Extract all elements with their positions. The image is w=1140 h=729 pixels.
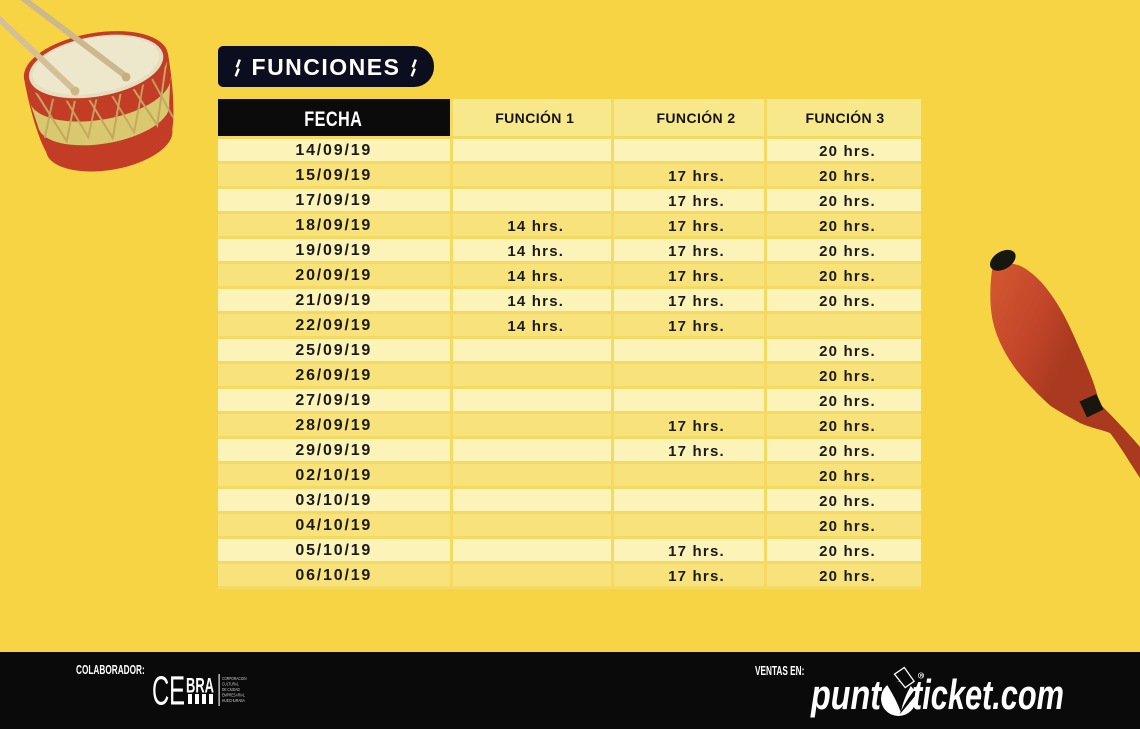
- svg-text:CULTURAL: CULTURAL: [222, 681, 240, 687]
- svg-text:CORPORACION: CORPORACION: [222, 675, 247, 681]
- svg-text:ticket.com: ticket.com: [912, 671, 1064, 718]
- svg-text:BRA: BRA: [186, 673, 214, 697]
- svg-text:punt: punt: [810, 671, 882, 718]
- svg-text:HUECHURABA: HUECHURABA: [222, 697, 245, 703]
- svg-text:DE CIUDAD: DE CIUDAD: [222, 686, 240, 692]
- svg-text:CE: CE: [152, 670, 185, 714]
- svg-text:R: R: [920, 673, 923, 678]
- svg-text:EMPRESARIAL: EMPRESARIAL: [222, 692, 246, 698]
